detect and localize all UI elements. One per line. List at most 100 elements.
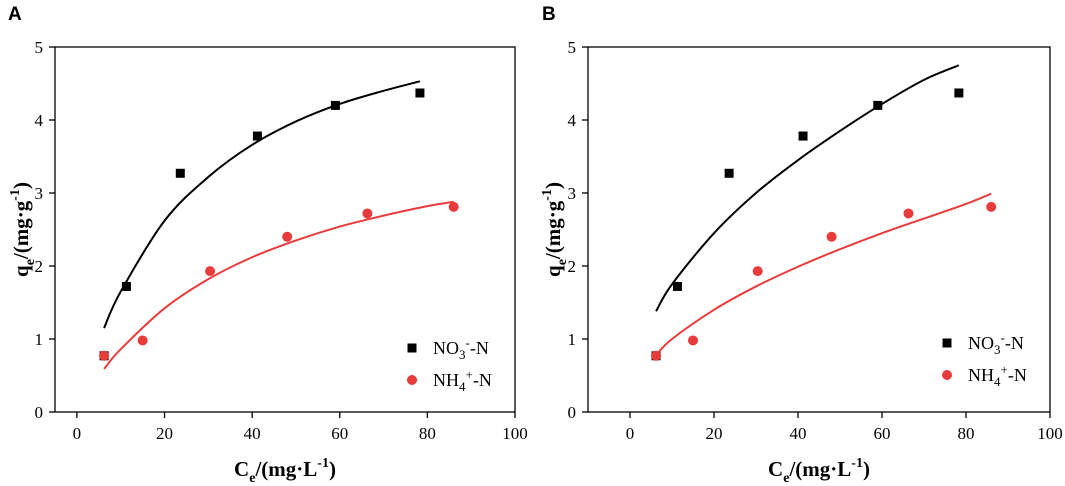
legend-entry: NH4+-N — [407, 367, 492, 394]
x-title-unit: /(mg·L — [788, 457, 851, 481]
y-title-main: q — [541, 265, 565, 277]
data-point — [415, 88, 425, 98]
y-title-close: ) — [9, 182, 33, 189]
data-point — [121, 281, 131, 291]
x-title-close: ) — [329, 457, 336, 481]
data-point — [99, 350, 110, 361]
x-tick-label: 20 — [706, 424, 723, 443]
data-point — [175, 168, 185, 178]
data-point — [651, 350, 662, 361]
y-title-unit: /(mg·g — [9, 200, 33, 260]
legend-sub: 4 — [459, 379, 466, 394]
data-point — [873, 100, 883, 110]
legend-suffix: -N — [1008, 365, 1027, 385]
y-title-sup: -1 — [540, 189, 555, 201]
plot-frame — [54, 46, 516, 413]
y-title-close: ) — [541, 182, 565, 189]
y-tick-label: 1 — [568, 330, 577, 349]
y-tick-label: 3 — [35, 184, 44, 203]
x-title-sup: -1 — [851, 456, 863, 471]
data-point — [330, 100, 340, 110]
fit-curve — [655, 64, 960, 312]
x-axis-title: Ce/(mg·L-1) — [234, 456, 336, 486]
panel-letter: A — [8, 4, 22, 25]
plot-frame — [587, 46, 1051, 413]
data-point — [448, 201, 459, 212]
data-point — [954, 88, 964, 98]
chart-panel-a: A0 20 40 60 80 100012345Ce/(mg·L-1)qe/(mg·g-1… — [8, 4, 528, 486]
legend-marker — [942, 338, 952, 348]
data-point — [282, 231, 293, 242]
x-tick-label: 100 — [502, 424, 528, 443]
x-title-close: ) — [863, 457, 870, 481]
y-axis-title: qe/(mg·g-1) — [8, 182, 38, 277]
legend-label: NO3--N — [968, 330, 1024, 357]
legend-label: NH4+-N — [968, 362, 1027, 389]
x-title-main: C — [768, 457, 783, 481]
legend-sup: - — [466, 335, 470, 350]
legend-sup: + — [1001, 362, 1008, 377]
data-point — [903, 208, 914, 219]
series-nh4-n — [651, 192, 997, 361]
data-point — [672, 281, 682, 291]
x-title-sub: e — [783, 471, 789, 486]
y-tick-label: 5 — [35, 38, 44, 57]
y-tick-label: 0 — [568, 403, 577, 422]
y-tick-label: 4 — [568, 111, 577, 130]
data-point — [986, 201, 997, 212]
legend-main: NH — [433, 370, 459, 390]
legend-entry: NO3--N — [942, 330, 1024, 357]
series-nh4-n — [99, 200, 459, 370]
legend-main: NO — [433, 338, 459, 358]
legend-suffix: -N — [1005, 333, 1024, 353]
fit-curve — [103, 200, 454, 370]
x-tick-label: 20 — [156, 424, 173, 443]
x-tick-label: 60 — [874, 424, 891, 443]
x-tick-label: 100 — [1037, 424, 1063, 443]
legend-sub: 4 — [994, 374, 1001, 389]
y-tick-label: 2 — [35, 257, 44, 276]
x-axis-title: Ce/(mg·L-1) — [768, 456, 870, 486]
x-tick-label: 80 — [958, 424, 975, 443]
series-no3-n — [99, 80, 425, 361]
x-title-main: C — [234, 457, 249, 481]
legend-sub: 3 — [459, 347, 466, 362]
legend-sub: 3 — [994, 342, 1001, 357]
data-point — [252, 131, 262, 141]
fit-curve — [103, 80, 421, 329]
data-point — [724, 168, 734, 178]
y-title-main: q — [9, 265, 33, 277]
y-title-sub: e — [23, 259, 38, 265]
x-title-sub: e — [249, 471, 255, 486]
data-point — [826, 231, 837, 242]
y-tick-label: 0 — [35, 403, 44, 422]
fit-curve — [655, 192, 992, 356]
x-title-sup: -1 — [317, 456, 329, 471]
legend-label: NH4+-N — [433, 367, 492, 394]
y-axis-title: qe/(mg·g-1) — [540, 182, 570, 277]
data-point — [798, 131, 808, 141]
y-tick-label: 1 — [35, 330, 44, 349]
panel-letter: B — [542, 4, 556, 25]
y-title-sub: e — [555, 259, 570, 265]
legend-main: NO — [968, 333, 994, 353]
series-no3-n — [651, 64, 964, 361]
y-tick-label: 5 — [568, 38, 577, 57]
legend-sup: + — [466, 367, 473, 382]
data-point — [137, 335, 148, 346]
x-tick-label: 40 — [244, 424, 261, 443]
x-tick-label: 40 — [790, 424, 807, 443]
y-title-unit: /(mg·g — [541, 200, 565, 260]
data-point — [362, 208, 373, 219]
legend-suffix: -N — [473, 370, 492, 390]
x-tick-label: 80 — [419, 424, 436, 443]
y-tick-label: 3 — [568, 184, 577, 203]
x-tick-label: 60 — [331, 424, 348, 443]
data-point — [205, 266, 216, 277]
legend-marker — [942, 370, 952, 380]
y-tick-label: 4 — [35, 111, 44, 130]
legend-label: NO3--N — [433, 335, 489, 362]
legend-sup: - — [1001, 330, 1005, 345]
x-tick-label: 0 — [626, 424, 635, 443]
